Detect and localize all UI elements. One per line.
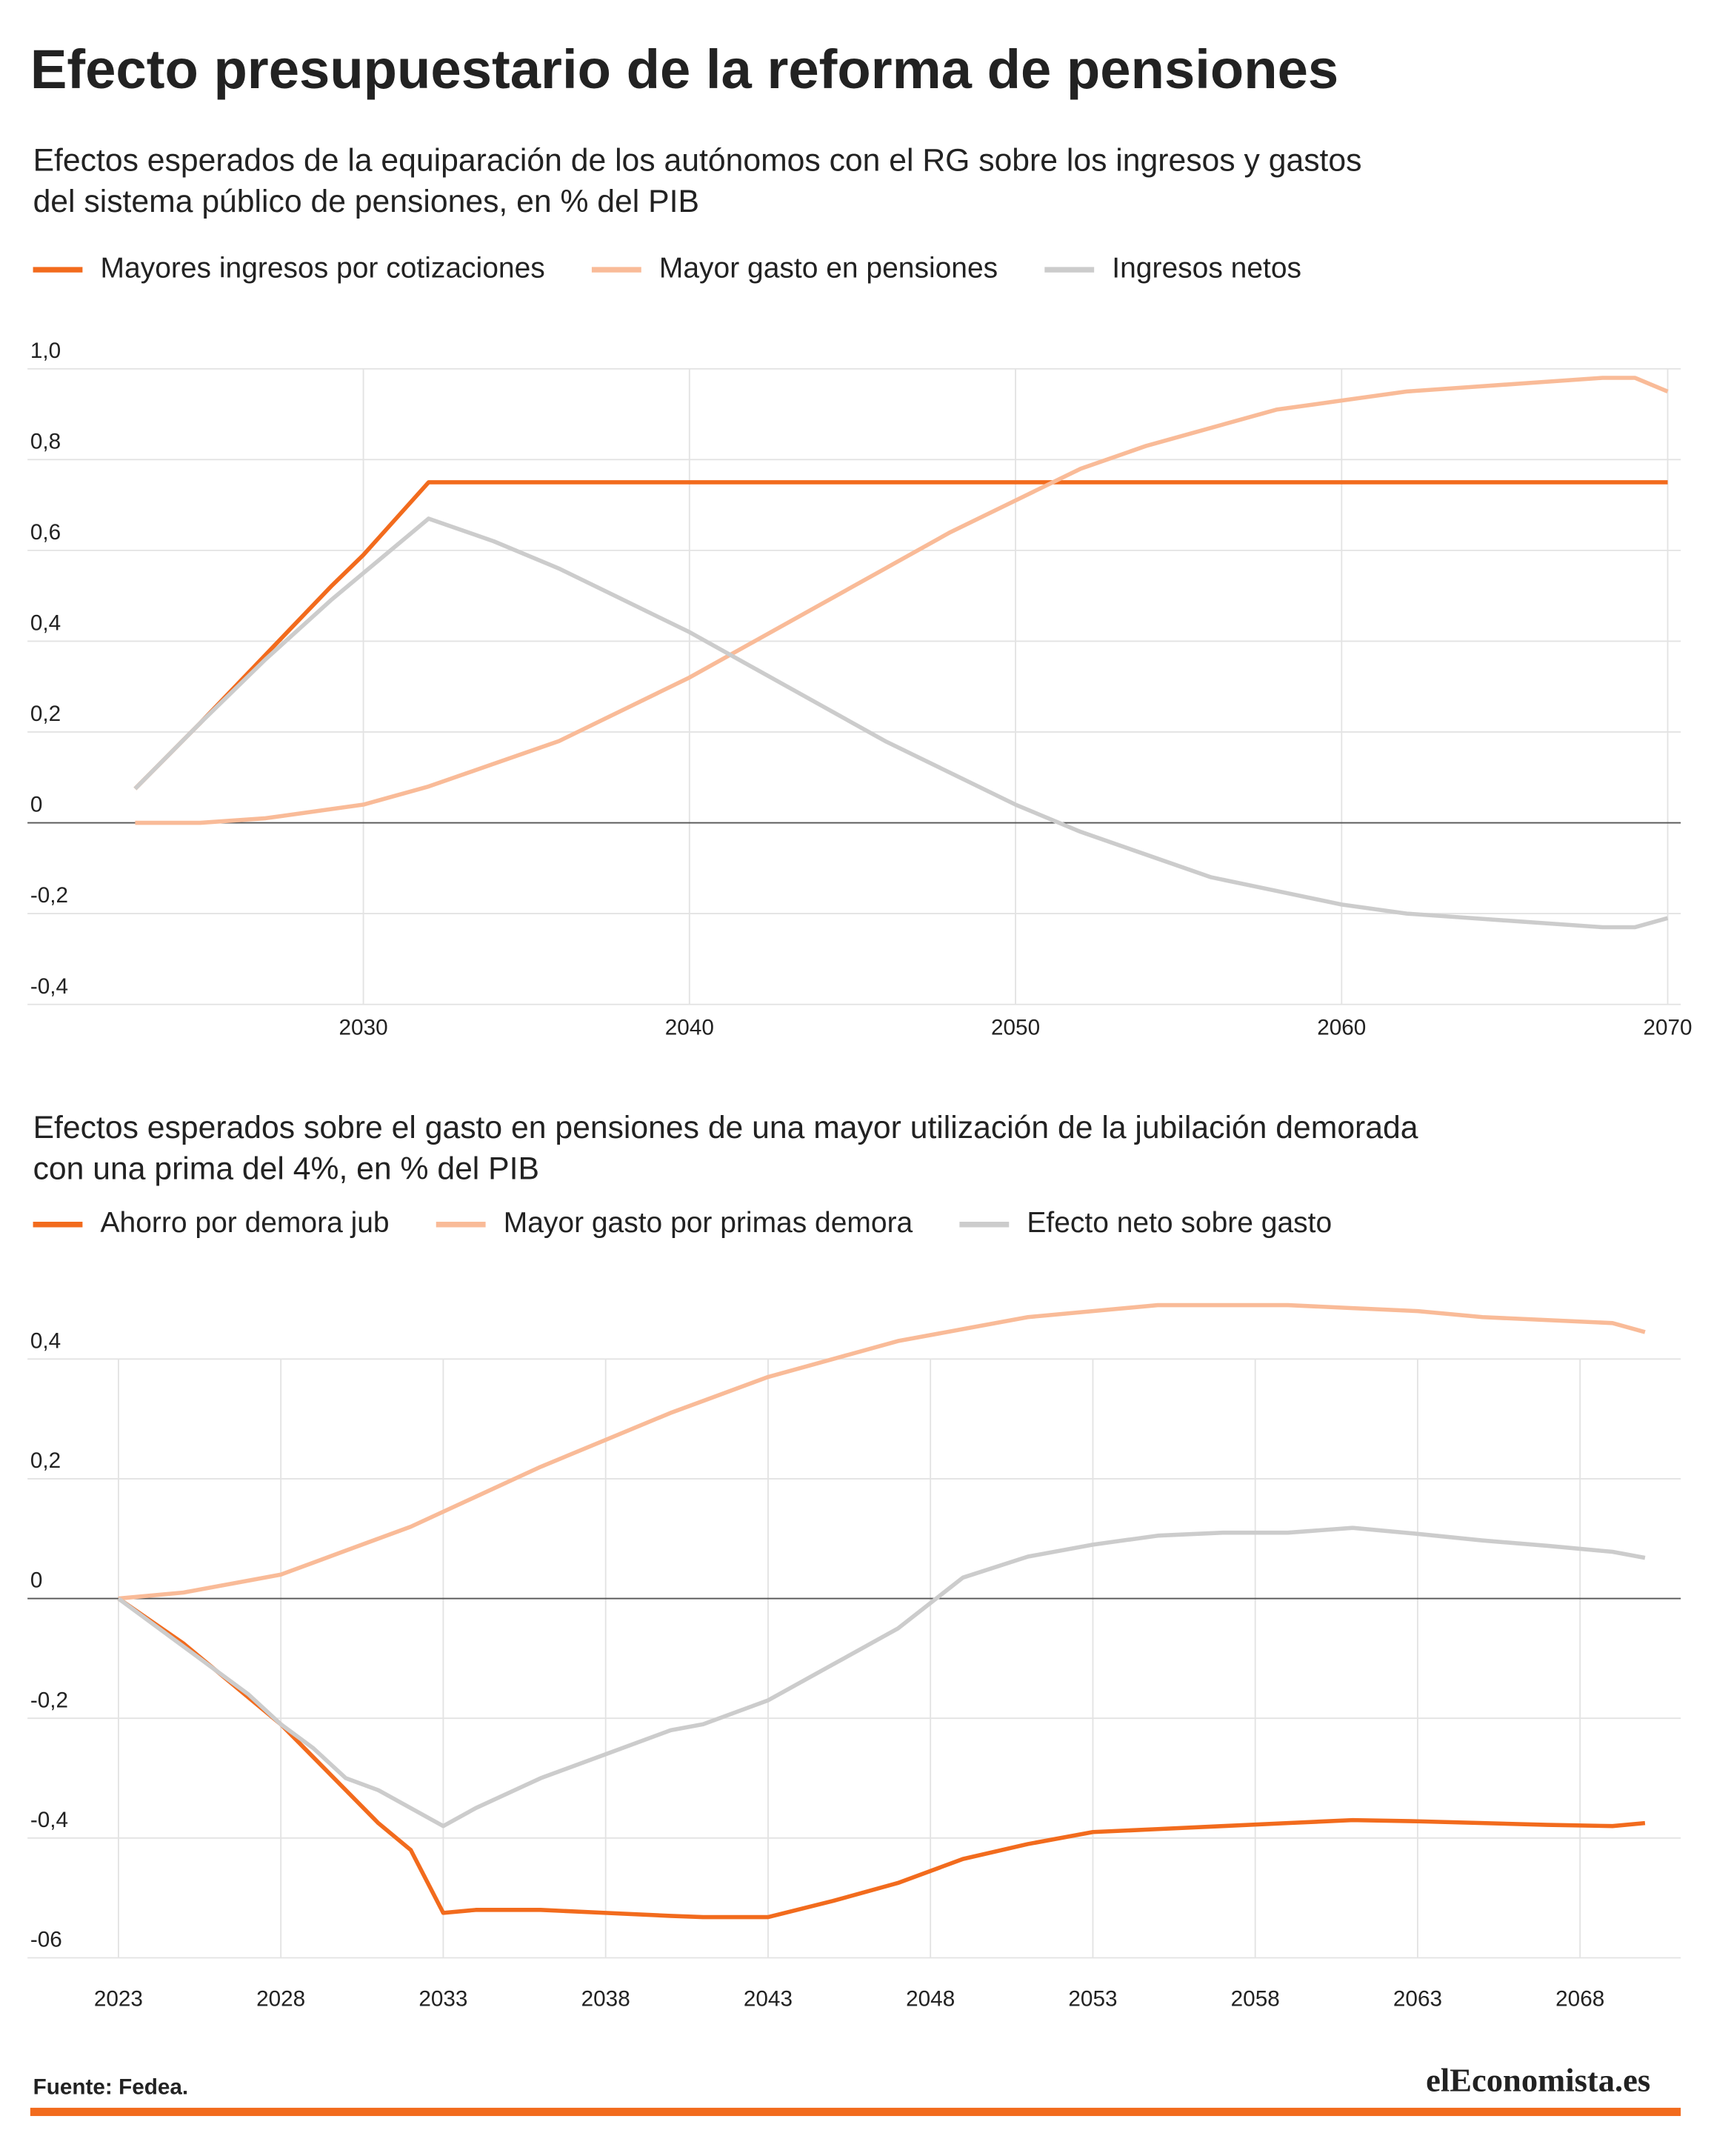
- series-line: [133, 480, 1668, 791]
- x-tick-label: 2048: [906, 1986, 955, 2011]
- x-tick-label: 2040: [665, 1016, 714, 1040]
- y-tick-label: -06: [30, 1928, 62, 1952]
- legend-label: Ingresos netos: [1112, 252, 1301, 284]
- series-line: [133, 516, 1669, 930]
- logo: elEconomista.es: [1426, 2062, 1650, 2099]
- y-tick-label: 0,2: [30, 702, 61, 726]
- main-title: Efecto presupuestario de la reforma de p…: [30, 39, 1338, 100]
- series-line: [135, 376, 1669, 825]
- series-line: [117, 1525, 1646, 1829]
- x-tick-label: 2063: [1393, 1986, 1442, 2011]
- subtitle: con una prima del 4%, en % del PIB: [33, 1151, 539, 1186]
- x-tick-label: 2058: [1231, 1986, 1280, 2011]
- x-tick-label: 2070: [1643, 1016, 1692, 1040]
- x-tick-label: 2033: [418, 1986, 467, 2011]
- x-tick-label: 2028: [256, 1986, 305, 2011]
- y-tick-label: 0,4: [30, 1328, 61, 1353]
- source: Fuente: Fedea.: [33, 2075, 189, 2099]
- subtitle: del sistema público de pensiones, en % d…: [33, 184, 699, 219]
- x-tick-label: 2023: [94, 1986, 143, 2011]
- y-tick-label: 0: [30, 1568, 43, 1593]
- subtitle: Efectos esperados sobre el gasto en pens…: [33, 1110, 1418, 1145]
- y-tick-label: -0,4: [30, 1808, 68, 1832]
- y-tick-label: 0,8: [30, 429, 61, 453]
- series-line: [117, 1597, 1646, 1920]
- x-tick-label: 2053: [1068, 1986, 1117, 2011]
- series-line: [118, 1302, 1646, 1601]
- y-tick-label: 0,6: [30, 520, 61, 545]
- legend-label: Mayores ingresos por cotizaciones: [101, 252, 545, 284]
- x-tick-label: 2050: [991, 1016, 1040, 1040]
- x-tick-label: 2030: [339, 1016, 388, 1040]
- y-tick-label: 0,4: [30, 611, 61, 636]
- legend-label: Efecto neto sobre gasto: [1027, 1207, 1332, 1239]
- legend-label: Mayor gasto por primas demora: [504, 1207, 913, 1239]
- x-tick-label: 2068: [1555, 1986, 1604, 2011]
- y-tick-label: -0,2: [30, 1688, 68, 1712]
- x-tick-label: 2038: [581, 1986, 630, 2011]
- y-tick-label: 0: [30, 793, 43, 817]
- subtitle: Efectos esperados de la equiparación de …: [33, 142, 1362, 178]
- legend-label: Mayor gasto en pensiones: [659, 252, 998, 284]
- x-tick-label: 2043: [744, 1986, 793, 2011]
- legend-label: Ahorro por demora jub: [101, 1207, 390, 1239]
- y-tick-label: -0,4: [30, 974, 68, 999]
- y-tick-label: 0,2: [30, 1448, 61, 1473]
- x-tick-label: 2060: [1317, 1016, 1366, 1040]
- y-tick-label: -0,2: [30, 883, 68, 908]
- y-tick-label: 1,0: [30, 339, 61, 363]
- footer-bar: [30, 2107, 1681, 2117]
